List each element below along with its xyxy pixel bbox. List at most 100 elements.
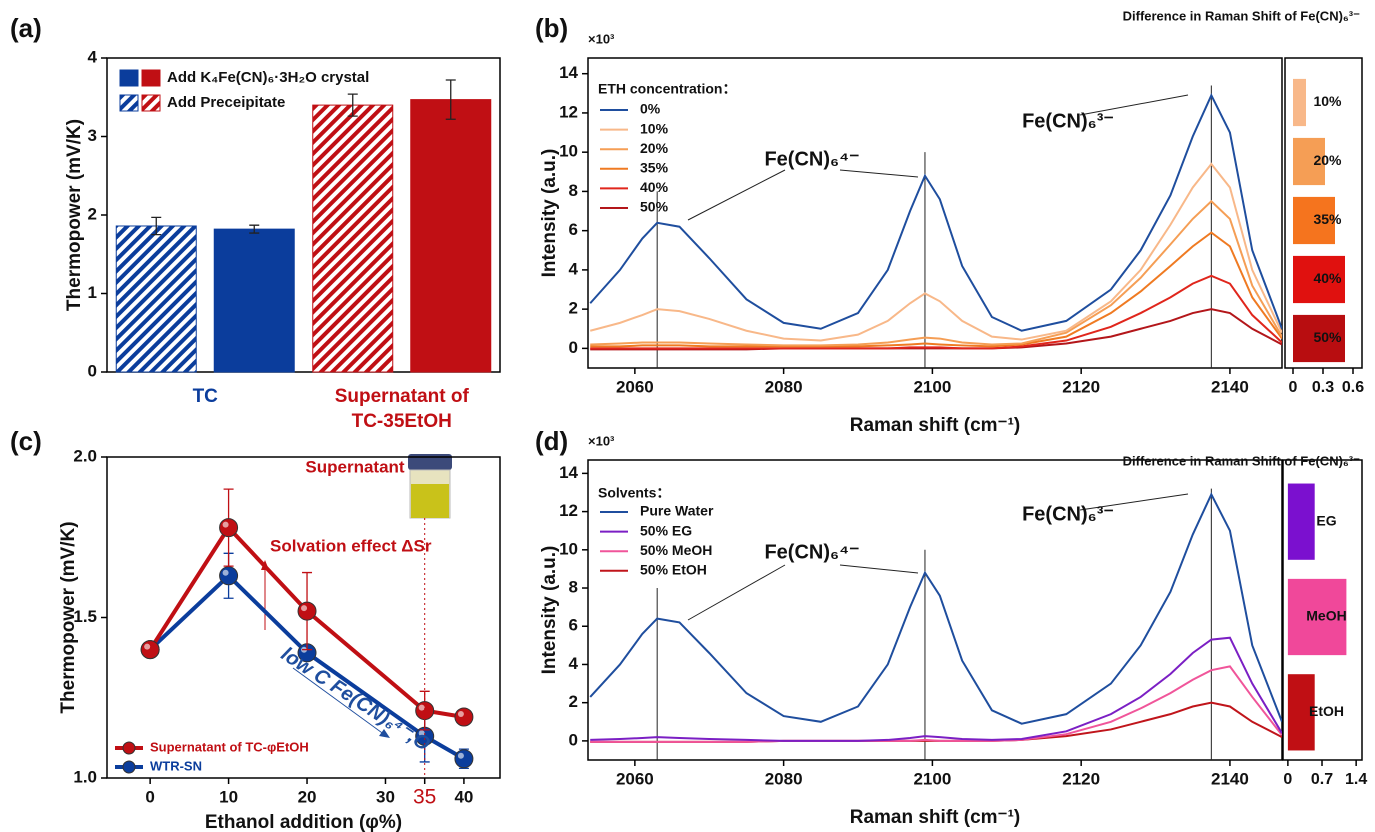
y-tick-label: 2.0 [73, 446, 97, 465]
plot-area [589, 488, 1282, 760]
x-tick-label: 2100 [913, 769, 951, 788]
legend-marker [122, 760, 136, 774]
x-tick-label: 0.6 [1342, 379, 1364, 396]
y-axis-label: Thermopower (mV/K) [64, 119, 85, 311]
marker [140, 640, 160, 660]
legend-label: 50% EtOH [640, 562, 707, 578]
legend-title: ETH concentration： [598, 81, 736, 97]
x-tick-label: 2060 [616, 769, 654, 788]
series-line [590, 199, 1282, 347]
x-category-label: TC [192, 386, 218, 407]
y-axis-label: Intensity (a.u.) [539, 149, 560, 278]
marker [219, 566, 239, 586]
bar-label: 50% [1313, 329, 1342, 345]
annotation: Fe(CN)₆⁴⁻ [764, 148, 859, 170]
panel-label: (c) [10, 426, 42, 456]
bar [312, 104, 394, 373]
y-tick-label: 0 [569, 338, 578, 357]
bar [1287, 578, 1347, 656]
vial-liquid [411, 484, 449, 518]
y-tick-label: 1.0 [73, 767, 97, 786]
y-tick-label: 4 [569, 654, 579, 673]
y-tick-label: 1.5 [73, 607, 97, 626]
bar-label: 20% [1313, 152, 1342, 168]
vial [408, 454, 452, 519]
marker-highlight [418, 730, 425, 737]
legend-label: 50% EG [640, 522, 692, 538]
legend-label: WTR-SN [150, 758, 202, 773]
marker-highlight [144, 643, 151, 650]
y-axis-label: Thermopower (mV/K) [58, 521, 79, 713]
bar-label: 10% [1313, 93, 1342, 109]
plot-frame [587, 459, 1283, 761]
bar [1293, 137, 1325, 186]
x-tick-label: 1.4 [1345, 771, 1367, 788]
plot-area [589, 85, 1282, 368]
x-tick-label: 2140 [1211, 377, 1249, 396]
bar [115, 225, 197, 373]
vial-cap [408, 454, 452, 470]
legend-label: Add K₄Fe(CN)₆·3H₂O crystal [167, 69, 369, 86]
plot-frame [587, 57, 1283, 369]
legend-label: Pure Water [640, 503, 714, 519]
x-tick-label: 2120 [1062, 769, 1100, 788]
legend-swatch [141, 69, 161, 87]
error-bar [445, 79, 456, 120]
y-multiplier: ×10³ [588, 31, 615, 46]
marker-highlight [457, 711, 464, 718]
arrow [1079, 94, 1189, 116]
side-title: Difference in Raman Shift of Fe(CN)₆³⁻ [1123, 453, 1361, 468]
x-tick-label: 2080 [765, 377, 803, 396]
x-tick-label: 2060 [616, 377, 654, 396]
y-tick-label: 12 [559, 102, 578, 121]
side-title: Difference in Raman Shift of Fe(CN)₆³⁻ [1123, 8, 1361, 23]
bar-label: 35% [1313, 211, 1342, 227]
series-line [590, 231, 1282, 348]
y-axis-label: Intensity (a.u.) [539, 546, 560, 675]
y-tick-label: 6 [569, 220, 578, 239]
legend-swatch [119, 94, 139, 112]
y-tick-label: 2 [88, 204, 97, 223]
annotation: Fe(CN)₆⁴⁻ [764, 541, 859, 563]
x-category-label: Supernatant of TC-35EtOH [334, 386, 469, 432]
y-tick-label: 2 [569, 692, 578, 711]
bar-label: EtOH [1309, 703, 1344, 719]
bar [410, 99, 492, 373]
bar [1287, 674, 1315, 751]
arrow [839, 564, 919, 574]
bar-label: EG [1316, 512, 1336, 528]
x-tick-label: 2140 [1211, 769, 1249, 788]
marker-highlight [222, 569, 229, 576]
legend-label: 50% MeOH [640, 542, 712, 558]
legend-label: 10% [640, 120, 669, 136]
series-line [589, 162, 1282, 342]
arrow [292, 667, 386, 736]
legend-label: 40% [640, 179, 669, 195]
x-tick-label: 0 [145, 787, 154, 806]
x-tick-label: 0.7 [1311, 771, 1333, 788]
annotation-arrows [261, 94, 1189, 738]
arrow [687, 169, 786, 221]
y-tick-label: 14 [559, 463, 578, 482]
y-multiplier: ×10³ [588, 433, 615, 448]
x-axis-label: Raman shift (cm⁻¹) [850, 807, 1021, 828]
x-axis-label: Ethanol addition (φ%) [205, 812, 402, 832]
bar [1293, 78, 1306, 127]
annotation: Fe(CN)₆³⁻ [1022, 503, 1114, 525]
marker-highlight [222, 521, 229, 528]
arrow [1079, 493, 1189, 511]
legend-swatch [119, 69, 139, 87]
x-tick-label: 2120 [1062, 377, 1100, 396]
bar [1293, 314, 1345, 363]
bar-label: 40% [1313, 270, 1342, 286]
bar [1287, 483, 1315, 560]
y-tick-label: 3 [88, 126, 97, 145]
error-bar [151, 216, 162, 236]
y-tick-label: 2 [569, 299, 578, 318]
legend-label: Add Preceipitate [167, 94, 285, 111]
legend-label: 0% [640, 101, 661, 117]
bar-label: MeOH [1306, 608, 1346, 624]
legend-label: 35% [640, 160, 669, 176]
error-bar [249, 224, 260, 234]
